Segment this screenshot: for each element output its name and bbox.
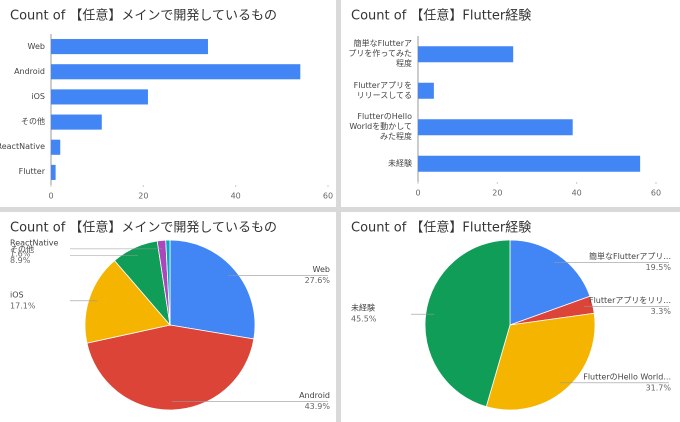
- slice-value-label: 19.5%: [646, 263, 672, 272]
- x-tick-label: 60: [651, 189, 661, 198]
- x-tick-label: 20: [138, 192, 148, 201]
- y-tick-label: Web: [27, 41, 45, 51]
- slice-value-label: 8.9%: [10, 256, 31, 265]
- bar: [51, 89, 148, 105]
- slice-value-label: 31.7%: [646, 383, 672, 392]
- category-label: 簡単なFlutterアプリを作ってみた程度: [348, 39, 412, 69]
- y-tick-label: 簡単なFlutterアプリを作ってみた程度: [348, 39, 412, 69]
- panel: [341, 0, 680, 207]
- slice-label: Android: [299, 391, 330, 400]
- slice-label: その他: [10, 244, 34, 254]
- slice-label: Flutterアプリをリリ...: [589, 296, 671, 305]
- pie-slice: [485, 312, 596, 411]
- y-tick-label: その他: [21, 117, 45, 127]
- bar: [418, 155, 641, 172]
- chart-title: Count of 【任意】メインで開発しているもの: [10, 220, 277, 236]
- category-label: Android: [14, 66, 45, 76]
- category-label: その他: [21, 117, 45, 127]
- pie-slice: [509, 239, 591, 326]
- bar: [51, 139, 61, 155]
- category-label: Web: [27, 41, 45, 51]
- y-tick-label: Flutter: [18, 167, 45, 177]
- category-label: ReactNative: [0, 142, 45, 152]
- category-label: FlutterのHello Worldを動かしてみた程度: [349, 112, 412, 142]
- slice-label: iOS: [10, 290, 24, 299]
- slice-label: Web: [313, 265, 330, 274]
- bar: [51, 164, 56, 180]
- x-tick-label: 40: [231, 192, 241, 201]
- panel: [0, 0, 336, 207]
- slice-label: FlutterのHello World...: [583, 372, 671, 381]
- category-label: Flutterアプリをリリースしてる: [353, 80, 412, 100]
- slice-value-label: 3.3%: [651, 307, 672, 316]
- x-tick-label: 0: [48, 192, 53, 201]
- bar: [418, 119, 573, 136]
- slice-value-label: 27.6%: [305, 276, 331, 285]
- y-tick-label: Flutterアプリをリリースしてる: [353, 80, 412, 100]
- x-tick-label: 0: [415, 189, 420, 198]
- slice-label: 簡単なFlutterアプリ...: [589, 251, 671, 261]
- slice-label: 未経験: [351, 303, 375, 313]
- slice-value-label: 43.9%: [305, 402, 331, 411]
- slice-value-label: 1.6%: [10, 249, 31, 258]
- category-label: Flutter: [18, 167, 45, 177]
- bar: [418, 46, 514, 63]
- y-tick-label: iOS: [31, 91, 45, 101]
- slice-label: ReactNative: [10, 238, 59, 247]
- chart-title: Count of 【任意】Flutter経験: [351, 220, 531, 236]
- x-tick-label: 60: [323, 192, 333, 201]
- category-label: 未経験: [388, 158, 412, 168]
- pie-slice: [86, 324, 255, 411]
- bar: [51, 64, 301, 80]
- bar: [51, 39, 208, 55]
- chart-title: Count of 【任意】メインで開発しているもの: [10, 8, 277, 24]
- y-tick-label: 未経験: [388, 158, 412, 168]
- bar: [418, 82, 434, 99]
- x-tick-label: 40: [572, 189, 582, 198]
- y-tick-label: Android: [14, 66, 45, 76]
- pie-slice: [169, 239, 256, 340]
- pie-slice: [424, 239, 511, 408]
- slice-value-label: 45.5%: [351, 315, 377, 324]
- pie-slice: [165, 239, 171, 326]
- x-tick-label: 20: [492, 189, 502, 198]
- pie-slice: [84, 260, 171, 344]
- chart-title: Count of 【任意】Flutter経験: [351, 8, 531, 24]
- y-tick-label: ReactNative: [0, 142, 45, 152]
- bar: [51, 114, 102, 130]
- slice-value-label: 17.1%: [10, 301, 36, 310]
- category-label: iOS: [31, 91, 45, 101]
- y-tick-label: FlutterのHello Worldを動かしてみた程度: [349, 112, 412, 142]
